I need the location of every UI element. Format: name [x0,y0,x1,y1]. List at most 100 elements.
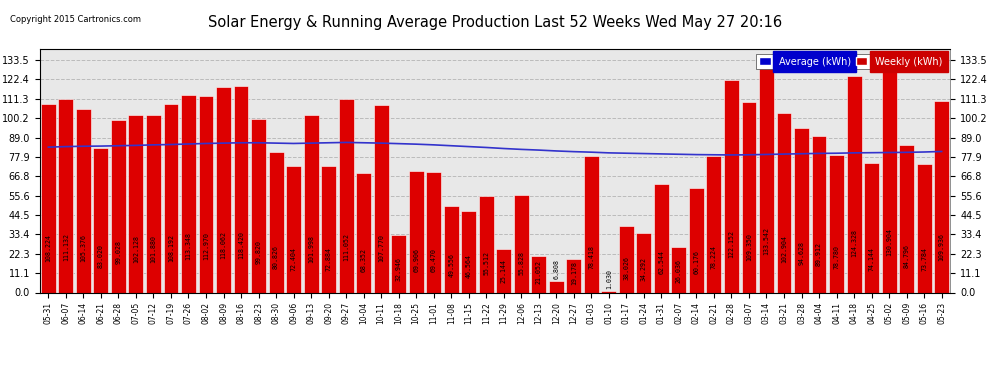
Bar [759,60,774,292]
Text: 80.826: 80.826 [273,245,279,269]
Bar [321,166,336,292]
Text: 109.936: 109.936 [939,233,944,261]
Text: 26.036: 26.036 [676,259,682,283]
Text: 107.770: 107.770 [378,234,384,262]
Bar [689,188,704,292]
Text: 84.796: 84.796 [904,244,910,268]
Text: 34.292: 34.292 [641,257,646,281]
Text: 94.628: 94.628 [799,241,805,265]
Text: 112.970: 112.970 [203,232,209,260]
Text: 124.328: 124.328 [851,230,857,257]
Bar [373,105,389,292]
Text: 69.470: 69.470 [431,248,437,272]
Bar [76,109,91,292]
Bar [111,120,126,292]
Text: 72.404: 72.404 [291,247,297,271]
Bar [846,76,861,292]
Bar [794,128,809,292]
Bar [776,113,791,292]
Bar [216,87,231,292]
Text: 6.808: 6.808 [553,259,559,279]
Bar [129,115,144,292]
Text: 78.224: 78.224 [711,246,717,270]
Text: 38.026: 38.026 [624,256,630,280]
Bar [479,196,494,292]
Text: 74.144: 74.144 [868,246,874,270]
Text: 89.912: 89.912 [816,242,822,266]
Bar [514,195,529,292]
Bar [339,99,353,292]
Text: 83.020: 83.020 [98,244,104,268]
Bar [251,119,266,292]
Bar [882,64,897,292]
Text: 101.880: 101.880 [150,235,156,263]
Text: 118.062: 118.062 [221,231,227,259]
Text: 109.350: 109.350 [746,233,752,261]
Bar [163,104,178,292]
Bar [391,235,406,292]
Text: 108.224: 108.224 [46,234,51,262]
Bar [58,99,73,292]
Text: 105.376: 105.376 [80,234,86,262]
Text: 102.904: 102.904 [781,235,787,263]
Text: 69.906: 69.906 [413,248,419,272]
Text: 99.028: 99.028 [116,240,122,264]
Legend: Average (kWh), Weekly (kWh): Average (kWh), Weekly (kWh) [756,54,945,69]
Text: 55.512: 55.512 [483,251,489,275]
Bar [427,171,442,292]
Bar [619,226,634,292]
Text: 111.052: 111.052 [344,233,349,261]
Text: 1.030: 1.030 [606,269,612,289]
Bar [532,256,546,292]
Text: 32.946: 32.946 [396,257,402,281]
Text: 21.052: 21.052 [536,260,542,284]
Bar [286,166,301,292]
Text: 72.884: 72.884 [326,247,332,271]
Bar [409,171,424,292]
Text: 122.152: 122.152 [729,230,735,258]
Bar [917,164,932,292]
Text: Solar Energy & Running Average Production Last 52 Weeks Wed May 27 20:16: Solar Energy & Running Average Productio… [208,15,782,30]
Bar [356,174,371,292]
Bar [935,101,949,292]
Bar [829,155,844,292]
Bar [566,259,581,292]
Bar [496,249,511,292]
Bar [304,115,319,292]
Bar [41,104,55,292]
Text: 19.178: 19.178 [571,261,577,285]
Bar [812,136,827,292]
Bar [146,115,161,292]
Bar [864,164,879,292]
Bar [637,233,651,292]
Text: 111.132: 111.132 [63,233,69,261]
Text: 113.348: 113.348 [185,232,191,260]
Bar [234,86,248,292]
Text: 101.998: 101.998 [308,235,314,263]
Bar [584,156,599,292]
Bar [461,211,476,292]
Bar [601,291,617,292]
Text: 133.542: 133.542 [763,227,769,255]
Text: 49.556: 49.556 [448,253,454,277]
Text: 68.352: 68.352 [360,248,366,272]
Text: 78.780: 78.780 [834,245,840,269]
Bar [548,280,563,292]
Bar [199,96,214,292]
Text: 46.564: 46.564 [465,254,471,278]
Bar [724,80,739,292]
Text: 130.904: 130.904 [886,228,892,256]
Text: 78.418: 78.418 [588,245,594,269]
Text: 60.176: 60.176 [693,250,699,274]
Bar [707,156,722,292]
Text: 99.820: 99.820 [255,240,261,264]
Bar [671,247,686,292]
Text: 62.544: 62.544 [658,249,664,273]
Text: 25.144: 25.144 [501,260,507,284]
Text: Copyright 2015 Cartronics.com: Copyright 2015 Cartronics.com [10,15,141,24]
Bar [444,206,458,292]
Bar [268,152,283,292]
Text: 108.192: 108.192 [168,234,174,262]
Text: 73.784: 73.784 [921,247,927,271]
Text: 102.128: 102.128 [133,235,139,263]
